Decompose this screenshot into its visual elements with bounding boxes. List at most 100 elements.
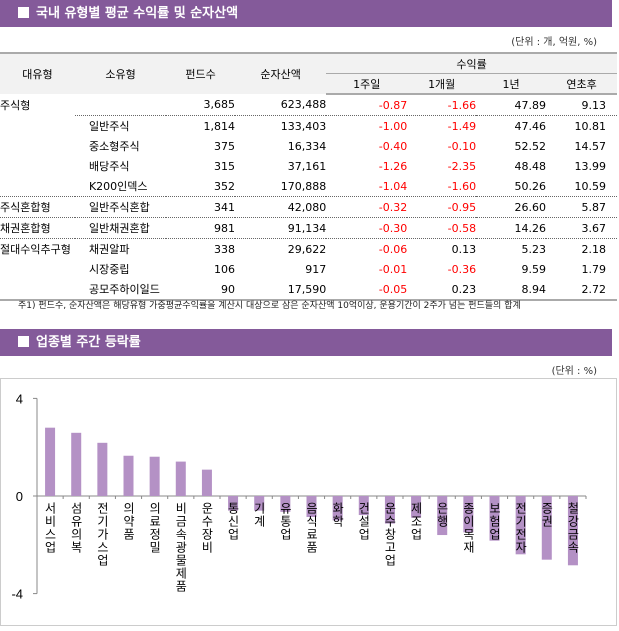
square-bullet-icon: [18, 336, 29, 347]
cell-assets: 133,403: [235, 115, 327, 136]
bar-의료정밀: [149, 456, 160, 496]
cell-assets: 37,161: [287, 159, 327, 173]
sector-weekly-chart: 4 0 -4 서비스업 섬유의복 전기가스업 의약품 의료정밀 비금속광물제품 운수장비 통신업 기계…: [0, 378, 617, 626]
bar-화학: [332, 496, 343, 521]
cell-m1: -0.95: [407, 196, 477, 218]
cell-minor: 중소형주식: [88, 140, 140, 153]
cell-assets: 91,134: [235, 217, 327, 239]
section-title: 국내 유형별 평균 수익률 및 순자산액: [36, 6, 239, 21]
bar-운수장비: [201, 469, 212, 496]
cell-assets: 16,334: [287, 139, 327, 153]
table-row: 중소형주식 375 16,334 -0.40 -0.10 52.52 14.57: [0, 136, 617, 156]
header-minor: 소유형: [74, 52, 167, 94]
cell-y1: 14.26: [476, 217, 547, 239]
cell-assets: 42,080: [235, 196, 327, 218]
cell-ytd: 9.13: [581, 98, 607, 112]
table-row: 채권혼합형 일반채권혼합 981 91,134 -0.30 -0.58 14.26 3.67: [0, 217, 617, 239]
bar-유통업: [280, 496, 291, 512]
cell-w1: -0.87: [378, 98, 408, 112]
cell-m1: 0.23: [407, 279, 477, 301]
cell-y1: 50.26: [514, 179, 547, 193]
category-label: 증권: [540, 502, 554, 528]
cell-major: 주식혼합형: [0, 196, 75, 218]
header-major: 대유형: [0, 52, 75, 94]
cell-major: 절대수익추구형: [0, 238, 75, 259]
header-1year: 1년: [476, 73, 547, 95]
bar-증권: [541, 496, 552, 560]
cell-minor: 공모주하이일드: [74, 279, 167, 301]
header-ytd: 연초후: [546, 73, 617, 95]
cell-funds: 981: [166, 217, 236, 239]
section-header-sector: 업종별 주간 등락률: [0, 329, 612, 356]
cell-m1: 0.13: [407, 238, 477, 259]
cell-w1: -1.04: [378, 179, 408, 193]
header-1month: 1개월: [407, 73, 477, 95]
cell-w1: -1.00: [326, 115, 408, 136]
cell-minor: K200인덱스: [88, 180, 148, 193]
cell-ytd: 2.72: [546, 279, 617, 301]
category-label: 전기전자: [514, 502, 528, 554]
cell-assets: 917: [305, 262, 327, 276]
bar-보험업: [489, 496, 500, 541]
cell-ytd: 5.87: [546, 196, 617, 218]
category-label: 운수장비: [200, 502, 214, 554]
y-tick-label: 4: [16, 391, 23, 406]
unit-label: (단위 : %): [551, 366, 597, 377]
cell-m1: -2.35: [447, 159, 477, 173]
fund-returns-table: 대유형 소유형 펀드수 순자산액 수익률 1주일 1개월 1년 연초후 주식형 3,685 623…: [0, 52, 617, 301]
cell-w1: -0.40: [378, 139, 408, 153]
bar-은행: [437, 496, 448, 536]
category-label: 서비스업: [43, 502, 57, 554]
bar-전기전자: [515, 496, 526, 555]
bar-서비스업: [45, 427, 56, 496]
y-tick-label: -4: [11, 587, 23, 602]
cell-y1: 9.59: [521, 262, 547, 276]
cell-y1: 8.94: [476, 279, 547, 301]
cell-w1: -0.30: [326, 217, 408, 239]
bar-철강금속: [567, 496, 578, 566]
category-label: 종이목재: [461, 502, 475, 554]
category-label: 유통업: [278, 502, 292, 541]
bar-제조업: [411, 496, 422, 518]
unit-label: (단위 : 개, 억원, %): [511, 37, 597, 48]
bar-전기가스업: [97, 442, 108, 496]
category-label: 철강금속: [566, 502, 580, 554]
category-label: 기계: [252, 502, 266, 528]
cell-funds: 352: [214, 179, 236, 193]
cell-minor: 채권알파: [74, 238, 167, 259]
cell-y1: 47.89: [514, 98, 547, 112]
cell-major: [0, 156, 75, 176]
bar-비금속광물제품: [175, 461, 186, 496]
cell-minor: 일반주식: [74, 115, 167, 136]
cell-w1: -0.32: [326, 196, 408, 218]
table-row: 절대수익추구형 채권알파 338 29,622 -0.06 0.13 5.23 2.18: [0, 238, 617, 259]
category-label: 비금속광물제품: [174, 502, 188, 593]
category-label: 통신업: [226, 502, 240, 541]
cell-major: [0, 176, 75, 197]
cell-y1: 26.60: [476, 196, 547, 218]
cell-ytd: 14.57: [574, 139, 607, 153]
bar-기계: [254, 496, 265, 511]
category-label: 의약품: [122, 502, 136, 541]
cell-assets: 170,888: [280, 179, 327, 193]
footnote: 주1) 펀드수, 순자산액은 해당유형 가중평균수익률을 계산시 대상으로 삼은…: [18, 301, 521, 311]
cell-m1: -0.58: [407, 217, 477, 239]
category-label: 건설업: [357, 502, 371, 541]
cell-y1: 52.52: [514, 139, 547, 153]
cell-y1: 5.23: [476, 238, 547, 259]
header-returns: 수익률: [326, 52, 617, 74]
category-label: 보험업: [488, 502, 502, 541]
cell-ytd: 10.59: [574, 179, 607, 193]
header-assets: 순자산액: [235, 52, 327, 94]
bar-음식료품: [306, 496, 317, 517]
cell-y1: 47.46: [476, 115, 547, 136]
table-row: 일반주식 1,814 133,403 -1.00 -1.49 47.46 10.81: [0, 115, 617, 136]
category-label: 운수창고업: [383, 502, 397, 567]
category-label: 은행: [435, 502, 449, 528]
cell-ytd: 2.18: [546, 238, 617, 259]
cell-w1: -1.26: [378, 159, 408, 173]
cell-major: 채권혼합형: [0, 217, 75, 239]
category-label: 의료정밀: [148, 502, 162, 554]
cell-m1: -0.36: [447, 262, 477, 276]
bar-운수창고업: [384, 496, 395, 524]
